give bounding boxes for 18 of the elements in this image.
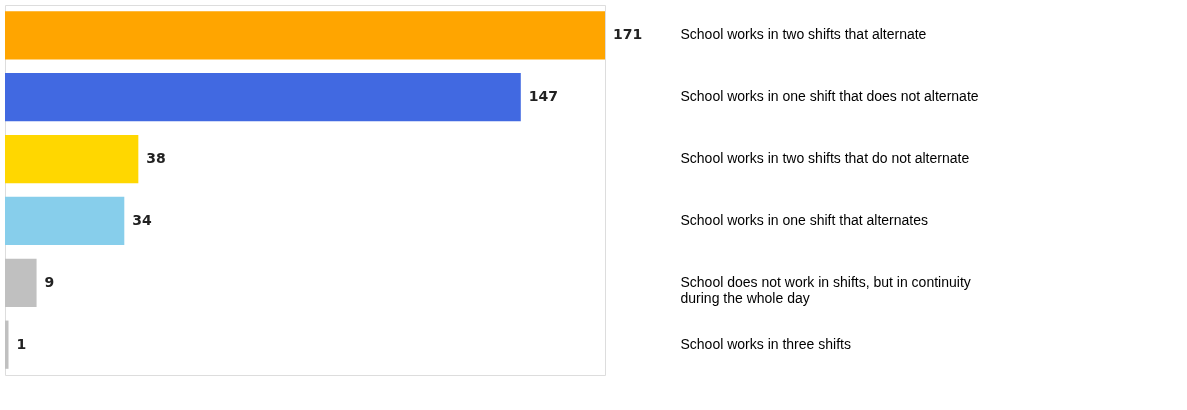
data-label: 171 <box>613 26 643 43</box>
y-tick-label: School works in three shifts <box>680 335 851 352</box>
data-label: 147 <box>528 88 559 105</box>
y-tick-label: School works in one shift that does not alternate <box>680 88 979 105</box>
bar <box>5 258 37 307</box>
y-tick-label: School does not work in shifts, but in continuity during the whole day <box>680 273 971 306</box>
data-label: 1 <box>16 335 27 352</box>
bar <box>5 320 9 369</box>
bar <box>5 73 521 122</box>
bar <box>5 134 139 184</box>
y-tick-label: School works in two shifts that do not alternate <box>680 150 970 167</box>
data-label: 38 <box>146 150 166 167</box>
data-label: 34 <box>132 211 153 228</box>
bar <box>5 196 125 246</box>
data-label: 9 <box>44 273 55 290</box>
y-tick-label: School works in one shift that alternates <box>680 211 928 228</box>
bar <box>5 11 605 60</box>
y-tick-label: School works in two shifts that alternate <box>680 26 927 43</box>
